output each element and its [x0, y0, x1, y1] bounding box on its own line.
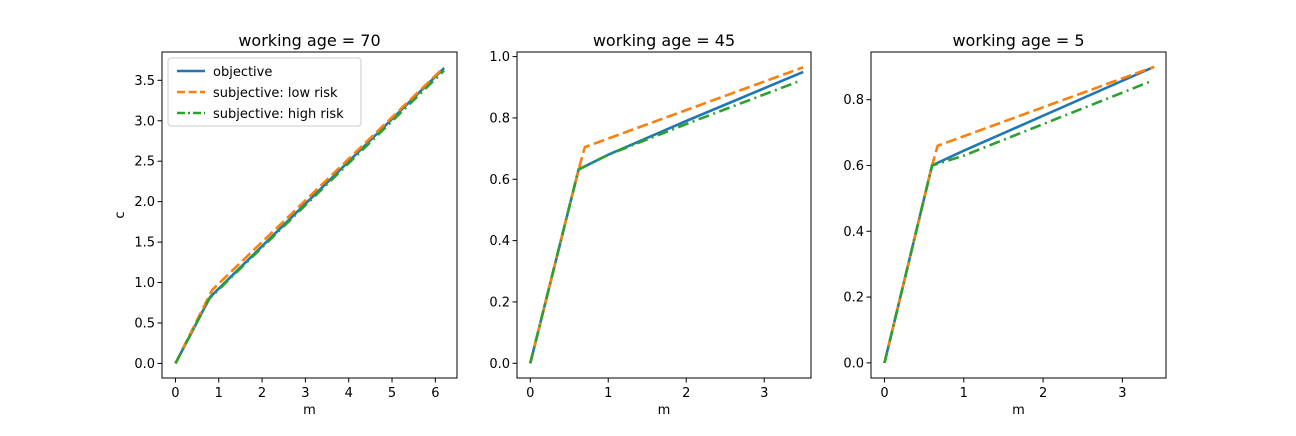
legend-box: [167, 57, 362, 127]
y-tick-label: 3.0: [134, 114, 155, 129]
x-tick-label: 3: [301, 386, 309, 401]
y-axis-label: c: [113, 211, 128, 218]
x-tick-label: 2: [1039, 386, 1047, 401]
series-line-subjective-high-risk: [174, 69, 445, 365]
series-group: [528, 66, 804, 364]
y-tick-label: 0.0: [489, 357, 510, 372]
y-tick-label: 0.8: [843, 93, 864, 108]
x-tick-label: 0: [171, 386, 179, 401]
legend-entry-label: subjective: low risk: [213, 86, 338, 101]
y-tick-label: 2.0: [134, 195, 155, 210]
y-tick-label: 3.5: [134, 74, 155, 89]
y-tick-label: 0.0: [134, 357, 155, 372]
series-line-objective: [528, 70, 804, 364]
y-tick-label: 1.0: [134, 276, 155, 291]
x-tick-label: 2: [258, 386, 266, 401]
x-axis-label: m: [658, 403, 671, 418]
y-tick-label: 0.8: [489, 111, 510, 126]
x-tick-label: 0: [526, 386, 534, 401]
y-tick-label: 2.5: [134, 155, 155, 170]
series-line-subjective-high-risk: [528, 79, 800, 364]
chart-title: working age = 70: [238, 31, 380, 50]
legend: objective subjective: low risk subjective:…: [167, 57, 362, 127]
x-tick-label: 2: [682, 386, 690, 401]
axes-frame: [516, 51, 812, 379]
x-axis-label: m: [303, 403, 316, 418]
y-tick-label: 0.4: [489, 234, 510, 249]
y-tick-label: 0.4: [843, 225, 864, 240]
x-tick-label: 1: [960, 386, 968, 401]
x-axis-label: m: [1012, 403, 1025, 418]
x-tick-label: 3: [760, 386, 768, 401]
x-tick-label: 0: [880, 386, 888, 401]
chart-title: working age = 5: [952, 31, 1084, 50]
x-tick-label: 4: [345, 386, 353, 401]
series-line-subjective-low-risk: [883, 65, 1155, 364]
series-line-subjective-low-risk: [174, 66, 445, 365]
series-line-subjective-low-risk: [528, 66, 804, 364]
chart-panel-1: 0 1 2 3 4 5 6 0.0 0.5 1.0 1.5 2.0 2.5 3.0 3.5 working a…: [113, 31, 458, 418]
chart-panel-3: 0 1 2 3 0.0 0.2 0.4 0.6 0.8 working age = 5 m: [843, 31, 1167, 418]
x-tick-label: 3: [1118, 386, 1126, 401]
legend-entry-label: objective: [213, 65, 272, 80]
legend-entry-label: subjective: high risk: [213, 107, 344, 122]
y-tick-label: 0.6: [843, 159, 864, 174]
series-group: [883, 65, 1155, 364]
x-tick-label: 6: [431, 386, 439, 401]
chart-panel-2: 0 1 2 3 0.0 0.2 0.4 0.6 0.8 1.0 working age = 45 m: [489, 31, 812, 418]
axes-frame: [161, 51, 458, 379]
y-tick-label: 1.5: [134, 236, 155, 251]
series-line-objective: [883, 65, 1155, 364]
series-group: [174, 66, 445, 365]
x-tick-label: 1: [215, 386, 223, 401]
series-line-subjective-high-risk: [883, 80, 1151, 364]
y-tick-label: 1.0: [489, 50, 510, 65]
chart-title: working age = 45: [593, 31, 735, 50]
y-tick-label: 0.0: [843, 356, 864, 371]
y-tick-label: 0.2: [843, 291, 864, 306]
y-tick-label: 0.5: [134, 316, 155, 331]
y-tick-label: 0.6: [489, 173, 510, 188]
axes-frame: [870, 51, 1167, 379]
x-tick-label: 5: [388, 386, 396, 401]
y-tick-label: 0.2: [489, 295, 510, 310]
x-tick-label: 1: [604, 386, 612, 401]
